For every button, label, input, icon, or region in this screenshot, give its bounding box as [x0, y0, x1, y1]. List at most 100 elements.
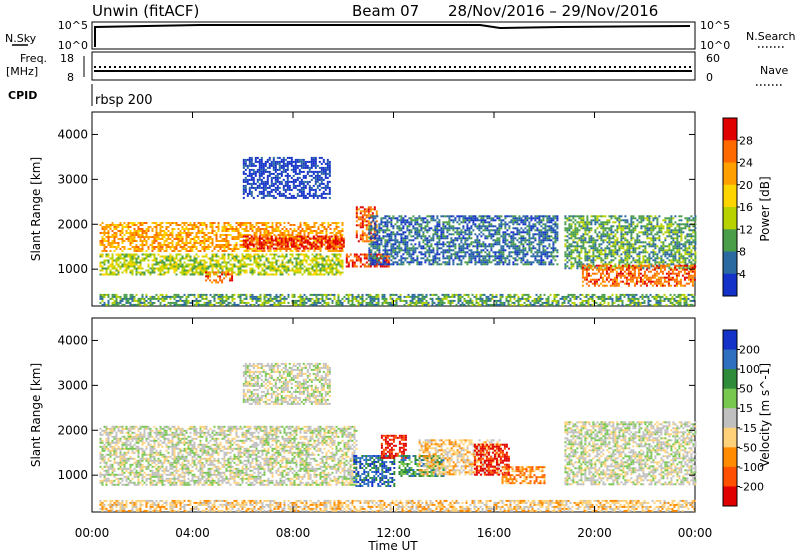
data-cell: [159, 273, 162, 276]
data-cell: [305, 236, 308, 238]
data-cell: [280, 172, 283, 175]
data-cell: [199, 242, 202, 244]
data-cell: [323, 263, 326, 266]
data-cell: [310, 188, 313, 191]
data-cell: [337, 246, 340, 248]
data-cell: [308, 180, 311, 183]
data-cell: [486, 227, 489, 230]
data-cell: [462, 221, 465, 224]
data-cell: [610, 255, 613, 258]
data-cell: [392, 263, 395, 266]
data-cell: [117, 269, 120, 272]
data-cell: [163, 232, 166, 234]
data-cell: [548, 229, 551, 232]
data-cell: [335, 232, 338, 234]
data-cell: [548, 261, 551, 264]
data-cell: [604, 267, 607, 270]
data-cell: [472, 221, 475, 224]
data-cell: [231, 257, 234, 260]
data-cell: [584, 257, 587, 260]
data-cell: [163, 267, 166, 270]
data-cell: [596, 249, 599, 252]
data-cell: [510, 255, 513, 258]
data-cell: [248, 158, 251, 161]
data-cell: [311, 273, 314, 276]
data-cell: [284, 237, 287, 240]
data-cell: [392, 225, 395, 228]
data-cell: [243, 234, 246, 236]
data-cell: [398, 233, 401, 236]
data-cell: [392, 231, 395, 234]
data-cell: [512, 233, 515, 236]
data-cell: [300, 194, 303, 197]
data-cell: [303, 271, 306, 274]
data-cell: [454, 253, 457, 256]
data-cell: [328, 168, 331, 171]
data-cell: [476, 239, 479, 242]
data-cell: [203, 259, 206, 262]
data-cell: [145, 234, 148, 236]
data-cell: [167, 238, 170, 240]
data-cell: [374, 253, 377, 256]
data-cell: [272, 239, 275, 242]
data-cell: [566, 231, 569, 234]
data-cell: [109, 244, 112, 246]
data-cell: [526, 259, 529, 262]
data-cell: [233, 255, 236, 258]
data-cell: [129, 269, 132, 272]
data-cell: [500, 257, 503, 260]
data-cell: [576, 221, 579, 224]
data-cell: [512, 245, 515, 248]
data-cell: [410, 235, 413, 238]
data-cell: [596, 257, 599, 260]
data-cell: [578, 229, 581, 232]
data-cell: [129, 232, 132, 234]
data-cell: [416, 235, 419, 238]
data-cell: [227, 244, 230, 246]
data-cell: [502, 253, 505, 256]
data-cell: [434, 225, 437, 228]
data-cell: [331, 269, 334, 272]
data-cell: [370, 221, 373, 224]
data-cell: [306, 235, 309, 238]
data-cell: [454, 251, 457, 254]
data-cell: [313, 240, 316, 242]
data-cell: [183, 257, 186, 260]
data-cell: [540, 241, 543, 244]
data-cell: [522, 255, 525, 258]
data-cell: [580, 215, 583, 218]
data-cell: [298, 158, 301, 161]
data-cell: [258, 182, 261, 185]
data-cell: [235, 273, 238, 276]
data-cell: [207, 246, 210, 248]
data-cell: [574, 245, 577, 248]
data-cell: [265, 236, 268, 238]
data-cell: [322, 182, 325, 185]
data-cell: [590, 245, 593, 248]
data-cell: [384, 239, 387, 242]
data-cell: [466, 233, 469, 236]
data-cell: [165, 226, 168, 228]
data-cell: [163, 273, 166, 276]
data-cell: [574, 225, 577, 228]
data-cell: [600, 249, 603, 252]
data-cell: [328, 192, 331, 195]
data-cell: [286, 172, 289, 175]
data-cell: [336, 241, 339, 244]
data-cell: [131, 257, 134, 260]
data-cell: [328, 170, 331, 173]
data-cell: [436, 231, 439, 234]
data-cell: [209, 263, 212, 266]
data-cell: [272, 164, 275, 167]
data-cell: [133, 267, 136, 270]
data-cell: [456, 227, 459, 230]
data-cell: [328, 196, 331, 199]
data-cell: [163, 263, 166, 266]
data-cell: [223, 246, 226, 248]
data-cell: [361, 230, 364, 233]
data-cell: [284, 170, 287, 173]
data-cell: [428, 221, 431, 224]
data-cell: [260, 164, 263, 167]
data-cell: [185, 257, 188, 260]
data-cell: [286, 245, 289, 248]
